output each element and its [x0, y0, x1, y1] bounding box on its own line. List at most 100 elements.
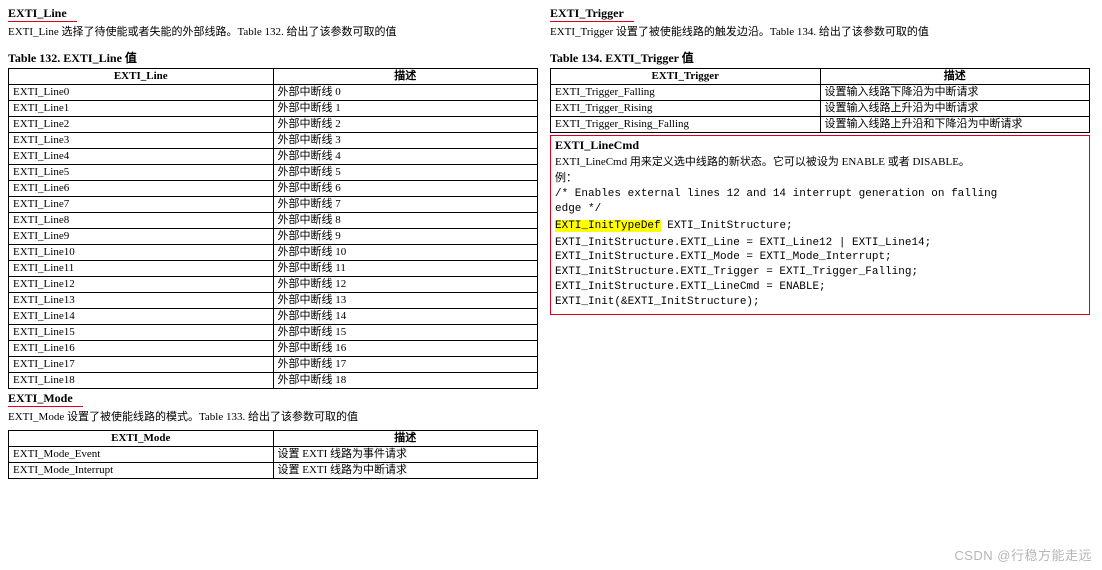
table-cell: EXTI_Line0 — [9, 85, 274, 101]
table-row: EXTI_Line14外部中断线 14 — [9, 309, 538, 325]
table-cell: 外部中断线 1 — [273, 101, 538, 117]
table-row: EXTI_Line4外部中断线 4 — [9, 149, 538, 165]
table-cell: 外部中断线 3 — [273, 133, 538, 149]
table-cell: 设置 EXTI 线路为事件请求 — [273, 447, 538, 463]
table-cell: EXTI_Line12 — [9, 277, 274, 293]
table-cell: 外部中断线 7 — [273, 197, 538, 213]
table-row: EXTI_Line16外部中断线 16 — [9, 341, 538, 357]
code-highlight: EXTI_InitTypeDef — [555, 220, 661, 232]
table134-h1: 描述 — [820, 69, 1090, 85]
table-cell: EXTI_Line2 — [9, 117, 274, 133]
table-cell: 外部中断线 17 — [273, 357, 538, 373]
table-cell: 外部中断线 18 — [273, 373, 538, 389]
table-cell: 外部中断线 11 — [273, 261, 538, 277]
table-row: EXTI_Line5外部中断线 5 — [9, 165, 538, 181]
section-exti-trigger: EXTI_Trigger EXTI_Trigger 设置了被使能线路的触发边沿。… — [550, 4, 1090, 133]
code-hl-rest: EXTI_InitStructure; — [661, 220, 793, 232]
table-cell: EXTI_Mode_Interrupt — [9, 463, 274, 479]
table-row: EXTI_Line2外部中断线 2 — [9, 117, 538, 133]
table-row: EXTI_Line8外部中断线 8 — [9, 213, 538, 229]
table-row: EXTI_Line10外部中断线 10 — [9, 245, 538, 261]
exti-linecmd-desc: EXTI_LineCmd 用来定义选中线路的新状态。它可以被设为 ENABLE … — [555, 153, 1085, 169]
code-comment: /* Enables external lines 12 and 14 inte… — [555, 187, 1085, 217]
table-cell: 外部中断线 8 — [273, 213, 538, 229]
table-cell: 设置 EXTI 线路为中断请求 — [273, 463, 538, 479]
code-body: EXTI_InitStructure.EXTI_Line = EXTI_Line… — [555, 236, 1085, 310]
table-cell: 外部中断线 15 — [273, 325, 538, 341]
table-cell: EXTI_Line10 — [9, 245, 274, 261]
code-line-typedef: EXTI_InitTypeDef EXTI_InitStructure; — [555, 219, 1085, 234]
table-row: EXTI_Line18外部中断线 18 — [9, 373, 538, 389]
table-cell: EXTI_Line17 — [9, 357, 274, 373]
table132-caption: Table 132. EXTI_Line 值 — [8, 49, 538, 66]
exti-trigger-title: EXTI_Trigger — [550, 6, 634, 22]
table132-h1: 描述 — [273, 69, 538, 85]
table-cell: EXTI_Line9 — [9, 229, 274, 245]
table-row: EXTI_Mode_Interrupt设置 EXTI 线路为中断请求 — [9, 463, 538, 479]
table132-h0: EXTI_Line — [9, 69, 274, 85]
table-cell: 外部中断线 6 — [273, 181, 538, 197]
section-exti-line: EXTI_Line EXTI_Line 选择了待使能或者失能的外部线路。Tabl… — [8, 4, 538, 389]
table-cell: EXTI_Trigger_Rising — [551, 101, 821, 117]
table134-caption: Table 134. EXTI_Trigger 值 — [550, 49, 1090, 66]
table-row: EXTI_Trigger_Rising_Falling设置输入线路上升沿和下降沿… — [551, 117, 1090, 133]
table-cell: EXTI_Line14 — [9, 309, 274, 325]
table-cell: 外部中断线 0 — [273, 85, 538, 101]
exti-mode-title: EXTI_Mode — [8, 391, 83, 407]
table-cell: 设置输入线路上升沿为中断请求 — [820, 101, 1090, 117]
exti-linecmd-title: EXTI_LineCmd — [555, 138, 1085, 153]
exti-linecmd-example-label: 例： — [555, 169, 1085, 185]
table-cell: EXTI_Line5 — [9, 165, 274, 181]
table-row: EXTI_Mode_Event设置 EXTI 线路为事件请求 — [9, 447, 538, 463]
table-row: EXTI_Trigger_Falling设置输入线路下降沿为中断请求 — [551, 85, 1090, 101]
table-cell: EXTI_Line6 — [9, 181, 274, 197]
table-cell: 外部中断线 9 — [273, 229, 538, 245]
table-row: EXTI_Line6外部中断线 6 — [9, 181, 538, 197]
table-cell: 外部中断线 13 — [273, 293, 538, 309]
exti-mode-desc: EXTI_Mode 设置了被使能线路的模式。Table 133. 给出了该参数可… — [8, 408, 538, 424]
table-cell: EXTI_Line8 — [9, 213, 274, 229]
table-row: EXTI_Line12外部中断线 12 — [9, 277, 538, 293]
table-cell: EXTI_Line15 — [9, 325, 274, 341]
table-row: EXTI_Line13外部中断线 13 — [9, 293, 538, 309]
table133: EXTI_Mode 描述 EXTI_Mode_Event设置 EXTI 线路为事… — [8, 430, 538, 479]
table133-h1: 描述 — [273, 431, 538, 447]
section-exti-mode: EXTI_Mode EXTI_Mode 设置了被使能线路的模式。Table 13… — [8, 389, 538, 479]
table-row: EXTI_Line7外部中断线 7 — [9, 197, 538, 213]
table-row: EXTI_Trigger_Rising设置输入线路上升沿为中断请求 — [551, 101, 1090, 117]
table-row: EXTI_Line11外部中断线 11 — [9, 261, 538, 277]
table-cell: EXTI_Mode_Event — [9, 447, 274, 463]
table-row: EXTI_Line17外部中断线 17 — [9, 357, 538, 373]
table-cell: 外部中断线 12 — [273, 277, 538, 293]
table133-h0: EXTI_Mode — [9, 431, 274, 447]
table-row: EXTI_Line9外部中断线 9 — [9, 229, 538, 245]
table-cell: EXTI_Line4 — [9, 149, 274, 165]
table-cell: EXTI_Trigger_Rising_Falling — [551, 117, 821, 133]
watermark: CSDN @行稳方能走远 — [954, 545, 1092, 564]
table-cell: 外部中断线 4 — [273, 149, 538, 165]
exti-line-desc: EXTI_Line 选择了待使能或者失能的外部线路。Table 132. 给出了… — [8, 23, 538, 39]
table134-h0: EXTI_Trigger — [551, 69, 821, 85]
table-cell: EXTI_Line11 — [9, 261, 274, 277]
table-row: EXTI_Line15外部中断线 15 — [9, 325, 538, 341]
table-cell: EXTI_Line13 — [9, 293, 274, 309]
table-cell: EXTI_Line16 — [9, 341, 274, 357]
exti-line-title: EXTI_Line — [8, 6, 77, 22]
table-row: EXTI_Line3外部中断线 3 — [9, 133, 538, 149]
table-cell: 外部中断线 10 — [273, 245, 538, 261]
table134: EXTI_Trigger 描述 EXTI_Trigger_Falling设置输入… — [550, 68, 1090, 133]
table-cell: EXTI_Line3 — [9, 133, 274, 149]
table-cell: 设置输入线路下降沿为中断请求 — [820, 85, 1090, 101]
table-cell: 设置输入线路上升沿和下降沿为中断请求 — [820, 117, 1090, 133]
table-cell: 外部中断线 5 — [273, 165, 538, 181]
table-row: EXTI_Line0外部中断线 0 — [9, 85, 538, 101]
table-cell: EXTI_Trigger_Falling — [551, 85, 821, 101]
table-cell: 外部中断线 2 — [273, 117, 538, 133]
table-cell: EXTI_Line1 — [9, 101, 274, 117]
table132: EXTI_Line 描述 EXTI_Line0外部中断线 0EXTI_Line1… — [8, 68, 538, 389]
table-cell: EXTI_Line7 — [9, 197, 274, 213]
table-cell: 外部中断线 16 — [273, 341, 538, 357]
table-row: EXTI_Line1外部中断线 1 — [9, 101, 538, 117]
table-cell: EXTI_Line18 — [9, 373, 274, 389]
exti-linecmd-box: EXTI_LineCmd EXTI_LineCmd 用来定义选中线路的新状态。它… — [550, 135, 1090, 315]
